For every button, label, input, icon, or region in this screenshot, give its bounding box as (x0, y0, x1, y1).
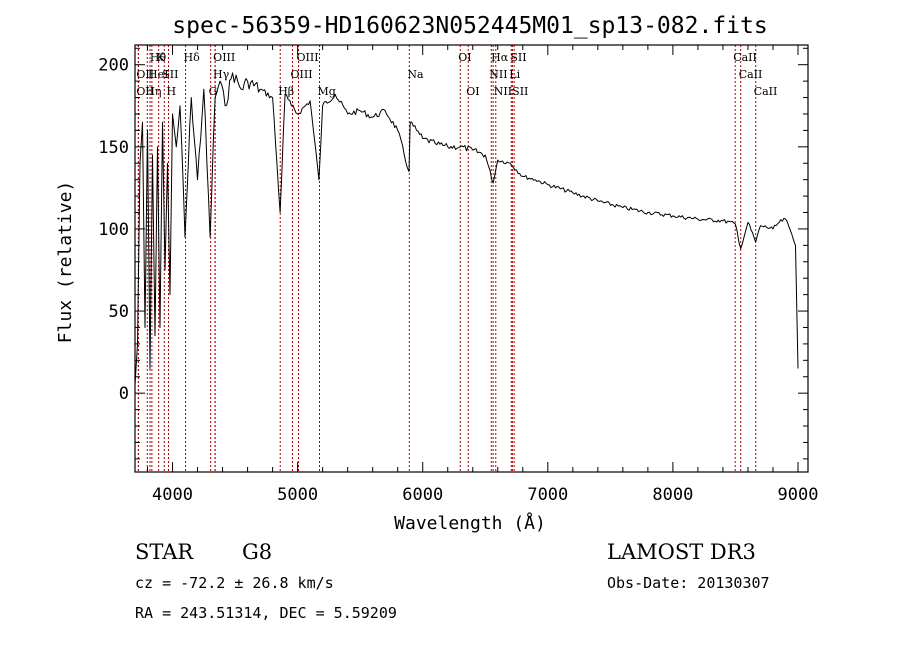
line-label-lines_top-2: Hδ (184, 51, 201, 64)
line-label-lines_top-0: Hθ (150, 51, 167, 64)
y-tick-label-1: 50 (109, 302, 129, 322)
line-label-lines_low-8: SII (512, 85, 528, 98)
x-axis: 4000 5000 6000 7000 8000 9000 (147, 45, 819, 505)
x-axis-label: Wavelength (Å) (394, 512, 546, 534)
emission-line-markers (137, 45, 757, 472)
observation-date: Obs-Date: 20130307 (607, 574, 770, 592)
plot-frame (134, 44, 809, 473)
line-label-lines_low-3: G (209, 85, 218, 98)
line-label-lines_low-1: Hη (145, 85, 161, 98)
line-label-lines_low-0: OII (136, 85, 154, 98)
line-label-lines_mid-0: OII (136, 68, 154, 81)
y-axis-label: Flux (relative) (55, 181, 76, 344)
x-tick-label-1: 5000 (277, 485, 318, 505)
line-label-lines_mid-3: Hγ (213, 68, 230, 81)
chart-title: spec-56359-HD160623N052445M01_sp13-082.f… (172, 13, 767, 39)
survey-name: LAMOST DR3 (607, 540, 756, 564)
line-label-lines_low-5: Mg (318, 85, 336, 98)
x-tick-label-2: 6000 (402, 485, 443, 505)
line-label-lines_top-4: OIII (296, 51, 318, 64)
x-tick-label-3: 7000 (527, 485, 568, 505)
line-label-lines_mid-2: SII (162, 68, 178, 81)
y-tick-label-3: 150 (98, 138, 129, 158)
y-tick-label-4: 200 (98, 56, 129, 76)
ra-dec-coordinates: RA = 243.51314, DEC = 5.59209 (135, 604, 397, 622)
line-label-lines_top-3: OIII (213, 51, 235, 64)
y-tick-label-2: 100 (98, 220, 129, 240)
line-label-lines_top-8: CaII (733, 51, 757, 64)
spectrum-line-series (134, 72, 799, 386)
redshift-cz: cz = -72.2 ± 26.8 km/s (135, 574, 334, 592)
x-tick-label-4: 8000 (652, 485, 693, 505)
line-label-lines_mid-1: HeI (148, 68, 168, 81)
line-label-lines_mid-5: Na (407, 68, 424, 81)
line-label-lines_top-5: OI (458, 51, 471, 64)
object-class: STAR (135, 540, 194, 564)
line-label-lines_top-7: SII (510, 51, 526, 64)
line-label-lines_top-1: K (157, 51, 166, 64)
line-label-lines_mid-7: Li (509, 68, 520, 81)
object-subclass: G8 (242, 540, 273, 564)
y-tick-label-0: 0 (119, 384, 129, 404)
line-label-lines_top-6: Hα (491, 51, 509, 64)
line-label-lines_mid-8: CaII (739, 68, 763, 81)
line-label-lines_low-4: Hβ (278, 85, 294, 98)
line-label-lines_mid-4: OIII (290, 68, 312, 81)
line-label-lines_low-7: NII (494, 85, 512, 98)
x-tick-label-5: 9000 (778, 485, 819, 505)
line-label-lines_low-2: H (167, 85, 177, 98)
x-tick-label-0: 4000 (152, 485, 193, 505)
line-label-lines_low-6: OI (466, 85, 479, 98)
line-label-lines_mid-6: NII (489, 68, 507, 81)
y-axis: 0 50 100 150 200 (98, 47, 808, 460)
line-label-lines_low-9: CaII (754, 85, 778, 98)
